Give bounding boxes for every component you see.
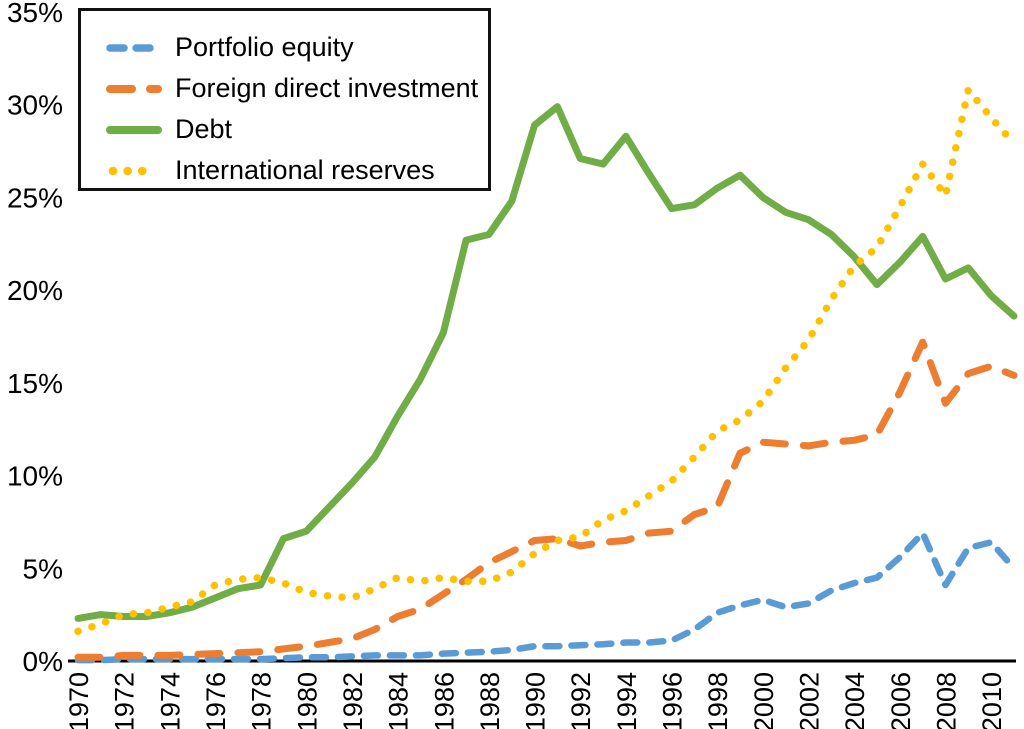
x-tick-label: 1994 — [612, 672, 642, 729]
x-tick-label: 1984 — [384, 672, 414, 729]
x-tick-label: 1974 — [155, 672, 185, 729]
y-tick-label: 5% — [23, 553, 63, 584]
y-tick-label: 10% — [7, 461, 63, 492]
x-tick-label: 2000 — [749, 672, 779, 729]
portfolio-equity-line-swatch — [106, 43, 162, 52]
debt-line-swatch — [106, 125, 162, 134]
x-tick-label: 1980 — [292, 672, 322, 729]
series-line-international-reserves — [74, 86, 1018, 636]
international-reserves-line-swatch — [108, 166, 155, 175]
y-tick-label: 30% — [7, 90, 63, 121]
x-tick-label: 1976 — [201, 672, 231, 729]
x-tick-label: 1986 — [429, 672, 459, 729]
legend-label-international-reserves: International reserves — [175, 155, 435, 185]
x-tick-label: 1982 — [338, 672, 368, 729]
x-tick-label: 1978 — [247, 672, 277, 729]
y-tick-label: 15% — [7, 368, 63, 399]
x-tick-label: 2008 — [932, 672, 962, 729]
x-tick-label: 1990 — [521, 672, 551, 729]
y-tick-label: 25% — [7, 182, 63, 213]
x-tick-label: 2004 — [840, 672, 870, 729]
y-tick-label: 35% — [7, 0, 63, 28]
legend-label-portfolio-equity: Portfolio equity — [175, 32, 354, 62]
x-tick-label: 2006 — [886, 672, 916, 729]
x-tick-label: 2002 — [795, 672, 825, 729]
x-tick-label: 1970 — [64, 672, 94, 729]
legend-item-debt: Debt — [105, 109, 488, 150]
series-line-portfolio-equity — [74, 529, 1018, 664]
legend-label-foreign-direct-investment: Foreign direct investment — [175, 73, 479, 103]
x-tick-label: 1998 — [703, 672, 733, 729]
legend-item-international-reserves: International reserves — [105, 150, 488, 191]
x-tick-label: 1996 — [658, 672, 688, 729]
x-tick-label: 2010 — [977, 672, 1007, 729]
series-line-foreign-direct-investment — [74, 338, 1018, 661]
x-tick-label: 1972 — [110, 672, 140, 729]
legend-item-portfolio-equity: Portfolio equity — [105, 27, 488, 68]
legend-label-debt: Debt — [175, 114, 233, 144]
x-tick-label: 1992 — [566, 672, 596, 729]
legend: Portfolio equity Foreign direct investme… — [78, 8, 491, 191]
y-tick-label: 20% — [7, 275, 63, 306]
foreign-direct-investment-line-swatch — [106, 84, 162, 93]
legend-item-foreign-direct-investment: Foreign direct investment — [105, 68, 488, 109]
y-tick-label: 0% — [23, 646, 63, 677]
x-tick-label: 1988 — [475, 672, 505, 729]
